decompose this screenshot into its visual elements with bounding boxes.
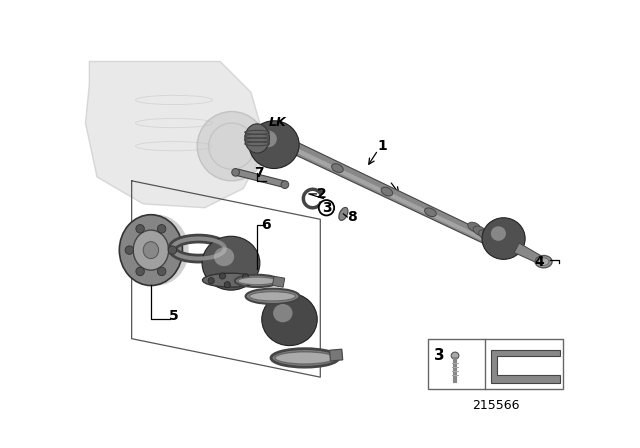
Polygon shape <box>234 169 287 187</box>
Ellipse shape <box>381 187 393 196</box>
Circle shape <box>136 224 145 233</box>
Ellipse shape <box>214 247 234 266</box>
Circle shape <box>246 279 252 285</box>
Polygon shape <box>285 139 488 243</box>
Ellipse shape <box>245 124 269 153</box>
Ellipse shape <box>491 226 506 241</box>
Ellipse shape <box>271 349 339 367</box>
Text: 1: 1 <box>377 139 387 153</box>
Ellipse shape <box>249 121 299 168</box>
Text: 3: 3 <box>322 201 332 215</box>
Circle shape <box>157 267 166 276</box>
Ellipse shape <box>275 352 335 364</box>
Ellipse shape <box>125 215 189 285</box>
Text: 7: 7 <box>254 166 264 180</box>
Bar <box>330 349 343 361</box>
Ellipse shape <box>535 255 552 268</box>
Ellipse shape <box>451 352 459 359</box>
Ellipse shape <box>246 289 300 304</box>
Ellipse shape <box>235 275 280 287</box>
Ellipse shape <box>281 181 289 189</box>
Ellipse shape <box>479 230 492 240</box>
Text: LK: LK <box>269 116 287 129</box>
Ellipse shape <box>262 293 317 345</box>
Circle shape <box>243 274 248 280</box>
Text: 6: 6 <box>262 218 271 232</box>
Ellipse shape <box>143 241 159 258</box>
Bar <box>428 339 563 389</box>
Text: 5: 5 <box>169 309 179 323</box>
Ellipse shape <box>238 277 276 285</box>
Ellipse shape <box>197 112 266 181</box>
Text: 8: 8 <box>348 210 357 224</box>
Ellipse shape <box>490 237 502 247</box>
Ellipse shape <box>202 273 259 287</box>
Text: 3: 3 <box>435 348 445 363</box>
Circle shape <box>168 246 177 254</box>
Circle shape <box>157 224 166 233</box>
Ellipse shape <box>259 130 277 147</box>
Ellipse shape <box>209 123 255 169</box>
Polygon shape <box>491 350 560 383</box>
Bar <box>273 276 285 287</box>
Ellipse shape <box>202 236 260 290</box>
Polygon shape <box>514 243 545 265</box>
Ellipse shape <box>332 164 343 172</box>
Circle shape <box>125 246 134 254</box>
Ellipse shape <box>133 230 168 270</box>
Circle shape <box>220 273 225 279</box>
Circle shape <box>136 267 145 276</box>
Text: 2: 2 <box>316 187 326 201</box>
Circle shape <box>208 278 214 284</box>
Ellipse shape <box>482 218 525 259</box>
Polygon shape <box>86 61 266 208</box>
Ellipse shape <box>484 234 497 243</box>
Ellipse shape <box>119 215 182 285</box>
Ellipse shape <box>473 226 486 236</box>
Circle shape <box>224 282 230 288</box>
Ellipse shape <box>468 222 481 232</box>
Text: 4: 4 <box>534 254 544 269</box>
Text: 215566: 215566 <box>472 400 519 413</box>
Ellipse shape <box>232 168 239 176</box>
Polygon shape <box>286 144 486 241</box>
Ellipse shape <box>250 292 296 301</box>
Ellipse shape <box>538 258 549 266</box>
Ellipse shape <box>339 207 348 220</box>
Ellipse shape <box>424 208 436 217</box>
Ellipse shape <box>273 304 292 322</box>
Circle shape <box>319 200 334 215</box>
